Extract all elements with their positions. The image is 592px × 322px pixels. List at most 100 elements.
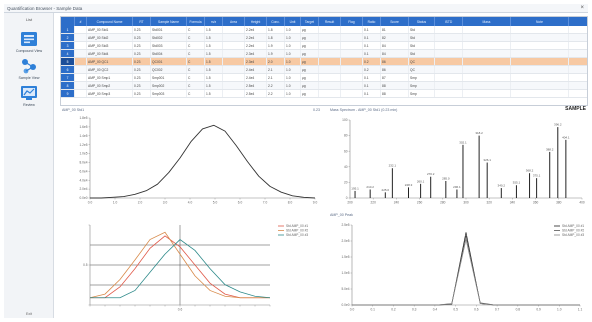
table-row[interactable]: 5 AMP_00 QC1 0.23 QC001 C 1.5 2.3e4 2.0 1.0 µg 0.2…	[61, 58, 587, 66]
table-cell	[341, 82, 363, 89]
y-tick-label: 40	[344, 165, 348, 169]
column-header[interactable]: RT	[133, 17, 151, 26]
x-tick-label: 380	[556, 201, 562, 205]
table-cell	[341, 50, 363, 57]
trace-panel[interactable]: 0.6 0.5 Std AMP_00 #1 Std AMP_00 #2 Std AMP_…	[60, 213, 322, 315]
table-row[interactable]: 6 AMP_00 QC2 0.23 QC002 C 1.5 2.4e4 2.1 1.0 µg 0.2…	[61, 66, 587, 74]
table-cell: 1.0	[285, 26, 301, 33]
table-cell: Smp	[409, 90, 435, 97]
column-header[interactable]: Note	[511, 17, 569, 26]
y-tick-label: 5.0e4	[342, 287, 350, 291]
table-row[interactable]: 9 AMP_00 Smp3 0.23 Smp003 C 1.5 2.5e4 2.2 1.0 µg 0…	[61, 90, 587, 98]
table-cell: 1.8	[267, 26, 285, 33]
table-cell: 1.0	[285, 50, 301, 57]
column-header[interactable]: Sample Name	[151, 17, 187, 26]
column-header[interactable]: Conc.	[267, 17, 285, 26]
y-tick-label: 0.5	[83, 263, 88, 267]
table-cell: Smp	[409, 82, 435, 89]
sidebar-exit[interactable]: Exit	[26, 312, 32, 316]
table-cell: QC	[409, 58, 435, 65]
legend-entry: Std AMP_00 #2	[562, 229, 584, 233]
x-tick-label: 7.0	[263, 201, 268, 205]
column-header[interactable]: ISTD	[435, 17, 463, 26]
table-cell	[435, 90, 463, 97]
table-row[interactable]: 3 AMP_00 Std3 0.23 Std003 C 1.5 2.2e4 1.9 1.0 µg 0…	[61, 42, 587, 50]
y-tick-label: 4.0e4	[80, 178, 88, 182]
spectrum-peak-label: 375.1	[533, 174, 541, 178]
column-header[interactable]: Unit	[285, 17, 301, 26]
table-cell: 0.1	[363, 90, 381, 97]
table-cell	[223, 82, 245, 89]
table-cell	[435, 74, 463, 81]
x-tick-label: 6.0	[238, 201, 243, 205]
y-tick-label: 0.0e0	[80, 196, 88, 200]
table-cell: 1.0	[285, 82, 301, 89]
table-cell: AMP_00 Std4	[87, 50, 133, 57]
table-cell	[463, 74, 511, 81]
column-header[interactable]: m/z	[205, 17, 223, 26]
spectrum-panel[interactable]: Mass Spectrum - AMP_00 Std1 (0.23 min) S…	[328, 106, 588, 210]
table-cell: 1.9	[267, 50, 285, 57]
results-table[interactable]: # Compound Name RT Sample Name Formula m/z Are…	[60, 16, 588, 106]
table-row[interactable]: 4 AMP_00 Std4 0.23 Std004 C 1.5 2.3e4 1.9 1.0 µg 0…	[61, 50, 587, 58]
table-cell: µg	[301, 50, 319, 57]
table-cell	[435, 82, 463, 89]
table-cell: QC	[409, 66, 435, 73]
trace-series-line	[90, 239, 271, 299]
column-header[interactable]: Target	[301, 17, 319, 26]
x-tick-label: 0.7	[495, 308, 500, 312]
table-cell	[435, 42, 463, 49]
table-cell	[463, 66, 511, 73]
sidebar-item-compound-view[interactable]: Compound View	[9, 31, 49, 53]
table-cell	[435, 34, 463, 41]
chromatogram-panel[interactable]: AMP_00 Std1 0.23 0.0 1.0 2.0 3.0 4.0 5.0 6.0 7.…	[60, 108, 322, 210]
x-tick-label: 240	[394, 201, 400, 205]
column-header[interactable]: #	[75, 17, 87, 26]
legend-entry: Std AMP_00 #1	[562, 224, 584, 228]
table-cell	[341, 66, 363, 73]
x-tick-label: 1.0	[113, 201, 118, 205]
column-header[interactable]: Compound Name	[87, 17, 133, 26]
column-header[interactable]: Mass	[463, 17, 511, 26]
main-area: # Compound Name RT Sample Name Formula m/z Are…	[60, 13, 588, 318]
column-header[interactable]: Score	[381, 17, 409, 26]
table-cell	[319, 42, 341, 49]
table-cell: C	[187, 74, 205, 81]
table-cell: 1.5	[205, 42, 223, 49]
x-tick-label: 0.2	[391, 308, 396, 312]
column-header[interactable]: Area	[223, 17, 245, 26]
table-cell	[341, 26, 363, 33]
table-row[interactable]: 1 AMP_00 Std1 0.23 Std001 C 1.5 2.2e4 1.8 1.0 µg 0…	[61, 26, 587, 34]
spectrum-peak-label: 260.1	[417, 179, 425, 183]
x-tick-label: 0.5	[453, 308, 458, 312]
table-cell: 87	[381, 74, 409, 81]
table-row[interactable]: 2 AMP_00 Std2 0.23 Std002 C 1.5 2.2e4 1.8 1.0 µg 0…	[61, 34, 587, 42]
x-tick-label: 280	[440, 201, 446, 205]
sidebar-item-sample-view[interactable]: Sample View	[9, 58, 49, 80]
row-header: 7	[61, 74, 75, 81]
column-header[interactable]	[61, 17, 75, 26]
table-row[interactable]: 8 AMP_00 Smp2 0.23 Smp002 C 1.5 2.5e4 2.2 1.0 µg 0…	[61, 82, 587, 90]
column-header[interactable]: Ratio	[363, 17, 381, 26]
table-cell: C	[187, 90, 205, 97]
column-header[interactable]: Height	[245, 17, 267, 26]
table-cell	[223, 50, 245, 57]
close-icon[interactable]: ×	[580, 5, 584, 11]
x-tick-label: 0.6	[178, 308, 183, 312]
table-cell	[511, 90, 569, 97]
table-cell: 0.2	[363, 58, 381, 65]
table-row[interactable]: 7 AMP_00 Smp1 0.23 Smp001 C 1.5 2.4e4 2.1 1.0 µg 0…	[61, 74, 587, 82]
table-cell: µg	[301, 58, 319, 65]
column-header[interactable]: Flag	[341, 17, 363, 26]
table-cell: 1.9	[267, 42, 285, 49]
table-cell	[223, 26, 245, 33]
legend-entry: Std AMP_00 #1	[286, 224, 308, 228]
column-header[interactable]: Result	[319, 17, 341, 26]
x-tick-label: 0.8	[516, 308, 521, 312]
sidebar-item-review[interactable]: Review	[9, 85, 49, 107]
spectrum-label: Mass Spectrum - AMP_00 Std1 (0.23 min)	[330, 108, 398, 112]
peak-panel[interactable]: AMP_00 Peak 0.0 0.1 0.2 0.3 0.4 0.5 0.6 0.7 0.8 0…	[328, 213, 588, 315]
column-header[interactable]: Status	[409, 17, 435, 26]
table-cell: Std003	[151, 42, 187, 49]
column-header[interactable]: Formula	[187, 17, 205, 26]
